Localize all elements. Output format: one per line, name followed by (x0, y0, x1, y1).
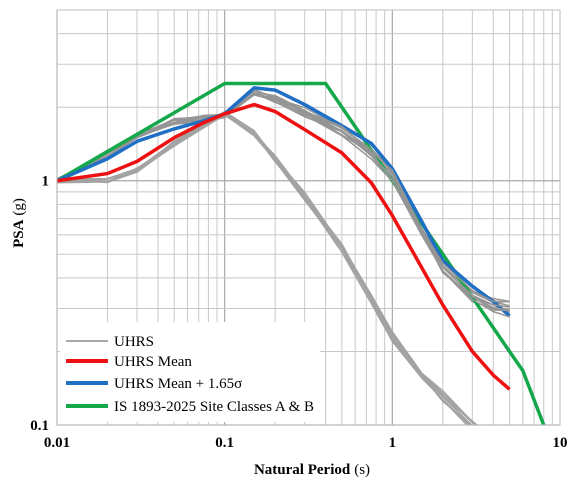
uhrs-curve-overlay (254, 90, 510, 303)
y-tick-label: 1 (42, 174, 50, 190)
x-axis-label-unit: (s) (354, 462, 370, 478)
series-line-2 (57, 86, 511, 318)
series-line-3 (57, 81, 546, 425)
uhrs-curve (57, 110, 478, 425)
series-layer (57, 81, 546, 425)
x-axis-label: Natural Period (s) (254, 462, 370, 478)
x-tick-label: 0.01 (44, 435, 70, 451)
legend-entry-uhrs-mean-plus-sigma: UHRS Mean + 1.65σ (66, 376, 242, 392)
legend-label-is1893: IS 1893-2025 Site Classes A & B (114, 399, 314, 415)
y-axis-label-unit: (g) (11, 198, 27, 216)
x-axis-label-name: Natural Period (254, 462, 351, 478)
legend: UHRS UHRS Mean UHRS Mean + 1.65σ IS 1893… (60, 322, 320, 422)
x-tick-label: 0.1 (215, 435, 234, 451)
series-line-1 (57, 102, 511, 391)
legend-label-uhrs-mean: UHRS Mean (114, 354, 192, 370)
plot-frame (56, 9, 561, 426)
y-tick-label: 0.1 (30, 418, 49, 434)
y-axis-label: PSA (g) (11, 198, 27, 248)
legend-label-uhrs-mean-plus-sigma: UHRS Mean + 1.65σ (114, 376, 242, 392)
x-tick-label: 1 (389, 435, 397, 451)
legend-entry-uhrs-mean: UHRS Mean (66, 354, 192, 370)
legend-entry-uhrs: UHRS (66, 334, 154, 350)
legend-entry-is1893: IS 1893-2025 Site Classes A & B (66, 399, 314, 415)
legend-label-uhrs: UHRS (114, 334, 154, 350)
tick-labels: 0.01 0.1 1 100.11 (30, 174, 567, 451)
uhrs-curve (57, 111, 478, 425)
x-tick-label: 10 (553, 435, 568, 451)
y-axis-label-name: PSA (11, 219, 27, 248)
